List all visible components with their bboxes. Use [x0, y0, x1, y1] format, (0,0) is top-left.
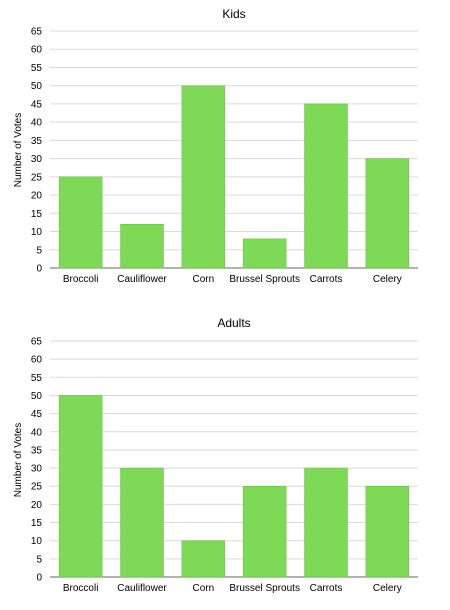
x-tick-label: Carrots [310, 274, 343, 285]
y-tick-label: 65 [31, 27, 43, 38]
x-tick-label: Brussel Sprouts [229, 583, 300, 594]
x-tick-label: Cauliflower [117, 274, 167, 285]
y-tick-label: 0 [36, 264, 42, 275]
y-tick-label: 10 [31, 536, 43, 547]
x-tick-label: Corn [192, 583, 214, 594]
bar[interactable] [58, 395, 103, 578]
y-tick-label: 45 [31, 99, 43, 110]
y-tick-label: 45 [31, 409, 43, 420]
chart-title: Adults [217, 316, 250, 330]
y-axis-label: Number of Votes [13, 423, 24, 497]
x-tick-label: Broccoli [63, 274, 99, 285]
y-tick-label: 20 [31, 191, 43, 202]
bar[interactable] [181, 85, 226, 269]
y-tick-label: 30 [31, 464, 43, 475]
bar[interactable] [365, 158, 410, 269]
x-tick-label: Carrots [310, 583, 343, 594]
x-tick-label: Brussel Sprouts [229, 274, 300, 285]
bar[interactable] [181, 540, 226, 578]
chart-title: Kids [222, 7, 245, 21]
x-tick-label: Corn [192, 274, 214, 285]
bar[interactable] [120, 223, 164, 269]
y-tick-label: 60 [31, 45, 43, 56]
y-tick-label: 0 [36, 573, 42, 584]
x-tick-label: Celery [373, 583, 402, 594]
y-tick-label: 35 [31, 445, 43, 456]
y-tick-label: 30 [31, 154, 43, 165]
y-tick-label: 55 [31, 63, 43, 74]
x-tick-label: Cauliflower [117, 583, 167, 594]
bar[interactable] [58, 176, 103, 269]
y-tick-label: 15 [31, 518, 43, 529]
y-tick-label: 25 [31, 482, 43, 493]
y-tick-label: 35 [31, 136, 43, 147]
y-tick-label: 10 [31, 227, 43, 238]
x-tick-label: Celery [373, 274, 402, 285]
y-tick-label: 5 [36, 554, 42, 565]
y-tick-label: 50 [31, 81, 43, 92]
bar[interactable] [242, 238, 287, 269]
y-tick-label: 40 [31, 427, 43, 438]
y-tick-label: 50 [31, 391, 43, 402]
y-tick-label: 60 [31, 355, 43, 366]
y-tick-label: 15 [31, 209, 43, 220]
y-tick-label: 5 [36, 245, 42, 256]
y-tick-label: 40 [31, 118, 43, 129]
chart-adults: Adults Number of Votes 0 5 10 15 20 25 30 35 40 4… [13, 316, 418, 594]
y-tick-label: 55 [31, 373, 43, 384]
x-tick-label: Broccoli [63, 583, 99, 594]
bar[interactable] [365, 485, 410, 578]
bar[interactable] [242, 485, 287, 578]
bar[interactable] [120, 467, 164, 578]
y-tick-label: 25 [31, 172, 43, 183]
y-axis-label: Number of Votes [13, 113, 24, 187]
chart-kids: Kids Number of Votes 0 5 10 15 20 25 30 35 40 45 5… [13, 7, 418, 285]
y-tick-label: 65 [31, 337, 43, 348]
bar[interactable] [304, 467, 348, 578]
bar[interactable] [304, 103, 348, 269]
y-tick-label: 20 [31, 500, 43, 511]
